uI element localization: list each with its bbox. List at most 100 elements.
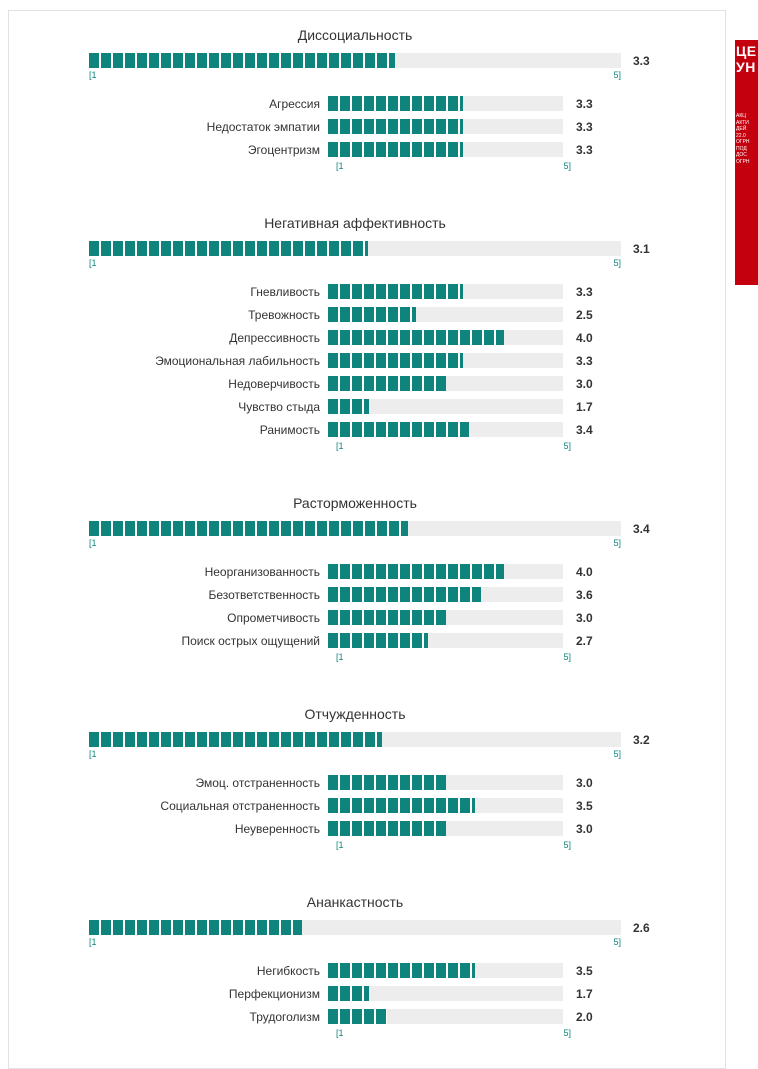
subscale-row: Гневливость 3.3 [9, 280, 725, 303]
sub-bar-fill [328, 142, 464, 157]
scale-section: Диссоциальность 3.3 [1 5] Агрессия 3.3 Н… [9, 27, 725, 191]
scale-section: Расторможенность 3.4 [1 5] Неорганизован… [9, 495, 725, 682]
subscale-row: Неуверенность 3.0 [9, 817, 725, 840]
main-bar-track [89, 732, 621, 747]
main-bar-fill [89, 53, 395, 68]
sub-bar-track [328, 564, 563, 579]
scale-min-label: [1 [336, 1028, 344, 1038]
sub-bar-track [328, 284, 563, 299]
scale-max-label: 5] [613, 538, 621, 548]
sub-bar-fill [328, 376, 446, 391]
ad-title-line: ЦЕ [736, 43, 757, 59]
scale-max-label: 5] [613, 70, 621, 80]
sub-bar-fill [328, 610, 446, 625]
subscale-value: 3.3 [576, 284, 593, 299]
main-bar-track [89, 521, 621, 536]
scale-min-label: [1 [89, 937, 97, 947]
subscale-row: Трудоголизм 2.0 [9, 1005, 725, 1028]
sub-bar-fill [328, 353, 464, 368]
ad-text-line: ПОД [736, 145, 747, 152]
scale-section: Отчужденность 3.2 [1 5] Эмоц. отстраненн… [9, 706, 725, 870]
sub-scale-labels: [1 5] [336, 441, 571, 451]
scale-min-label: [1 [89, 749, 97, 759]
main-bar-track [89, 53, 621, 68]
main-bar-fill [89, 521, 409, 536]
subscale-value: 3.3 [576, 119, 593, 134]
sub-bar-track [328, 119, 563, 134]
sub-bar-track [328, 399, 563, 414]
sub-scale-labels: [1 5] [336, 840, 571, 850]
ad-content: ЦЕ УН АКЦ АКТИ ДЕЙ 22.0 ОГРН ПОД ДОС ОГРН [735, 40, 758, 168]
subscale-row: Эгоцентризм 3.3 [9, 138, 725, 161]
subscale-row: Недоверчивость 3.0 [9, 372, 725, 395]
ad-text-line: АКТИ [736, 119, 749, 126]
main-bar-row: 3.1 [89, 241, 725, 256]
subscale-value: 3.0 [576, 610, 593, 625]
sub-bar-track [328, 633, 563, 648]
sub-bar-fill [328, 633, 428, 648]
sub-scale-labels: [1 5] [336, 652, 571, 662]
subscale-value: 3.0 [576, 821, 593, 836]
main-bar-row: 3.2 [89, 732, 725, 747]
section-title: Диссоциальность [297, 27, 413, 43]
main-bar-track [89, 920, 621, 935]
subscale-label: Опрометчивость [227, 610, 320, 625]
subscale-value: 4.0 [576, 330, 593, 345]
main-bar-fill [89, 732, 382, 747]
subscale-label: Трудоголизм [249, 1009, 320, 1024]
section-title: Негативная аффективность [264, 215, 446, 231]
sub-bar-fill [328, 119, 464, 134]
sub-bar-track [328, 376, 563, 391]
sub-bar-fill [328, 798, 475, 813]
sub-bar-fill [328, 986, 370, 1001]
sub-bar-track [328, 798, 563, 813]
sub-scale-labels: [1 5] [336, 161, 571, 171]
section-title: Расторможенность [293, 495, 417, 511]
subscale-label: Эгоцентризм [247, 142, 320, 157]
sub-bar-track [328, 986, 563, 1001]
subscale-label: Агрессия [269, 96, 320, 111]
subscale-value: 3.3 [576, 96, 593, 111]
scale-min-label: [1 [336, 652, 344, 662]
subscale-label: Недоверчивость [228, 376, 320, 391]
main-bar-value: 3.3 [633, 53, 650, 68]
sub-bar-track [328, 1009, 563, 1024]
main-scale-labels: [1 5] [89, 538, 621, 548]
main-bar-value: 3.1 [633, 241, 650, 256]
sub-bar-track [328, 307, 563, 322]
subscale-row: Чувство стыда 1.7 [9, 395, 725, 418]
subscale-row: Неорганизованность 4.0 [9, 560, 725, 583]
sub-bar-track [328, 422, 563, 437]
subscale-value: 4.0 [576, 564, 593, 579]
ad-title-line: УН [736, 59, 756, 75]
subscale-value: 3.4 [576, 422, 593, 437]
subscale-row: Депрессивность 4.0 [9, 326, 725, 349]
subscale-row: Поиск острых ощущений 2.7 [9, 629, 725, 652]
scale-max-label: 5] [563, 840, 571, 850]
subscale-label: Неуверенность [234, 821, 320, 836]
main-bar-row: 3.4 [89, 521, 725, 536]
sub-bar-fill [328, 96, 464, 111]
subscales-block: Эмоц. отстраненность 3.0 Социальная отст… [9, 771, 725, 850]
subscale-value: 2.0 [576, 1009, 593, 1024]
subscale-label: Недостаток эмпатии [206, 119, 320, 134]
scale-max-label: 5] [563, 652, 571, 662]
main-bar-value: 3.2 [633, 732, 650, 747]
subscale-label: Ранимость [259, 422, 320, 437]
subscale-label: Безответственность [208, 587, 320, 602]
sub-bar-track [328, 587, 563, 602]
subscales-block: Агрессия 3.3 Недостаток эмпатии 3.3 Эгоц… [9, 92, 725, 171]
scale-min-label: [1 [89, 538, 97, 548]
scale-min-label: [1 [336, 441, 344, 451]
subscale-label: Поиск острых ощущений [181, 633, 320, 648]
subscale-row: Агрессия 3.3 [9, 92, 725, 115]
ad-banner[interactable]: ЦЕ УН АКЦ АКТИ ДЕЙ 22.0 ОГРН ПОД ДОС ОГРН [735, 40, 758, 285]
subscale-row: Эмоц. отстраненность 3.0 [9, 771, 725, 794]
sub-bar-track [328, 330, 563, 345]
sub-bar-fill [328, 284, 464, 299]
sub-bar-track [328, 821, 563, 836]
subscale-row: Эмоциональная лабильность 3.3 [9, 349, 725, 372]
scale-min-label: [1 [89, 258, 97, 268]
scale-max-label: 5] [613, 749, 621, 759]
scale-max-label: 5] [613, 258, 621, 268]
